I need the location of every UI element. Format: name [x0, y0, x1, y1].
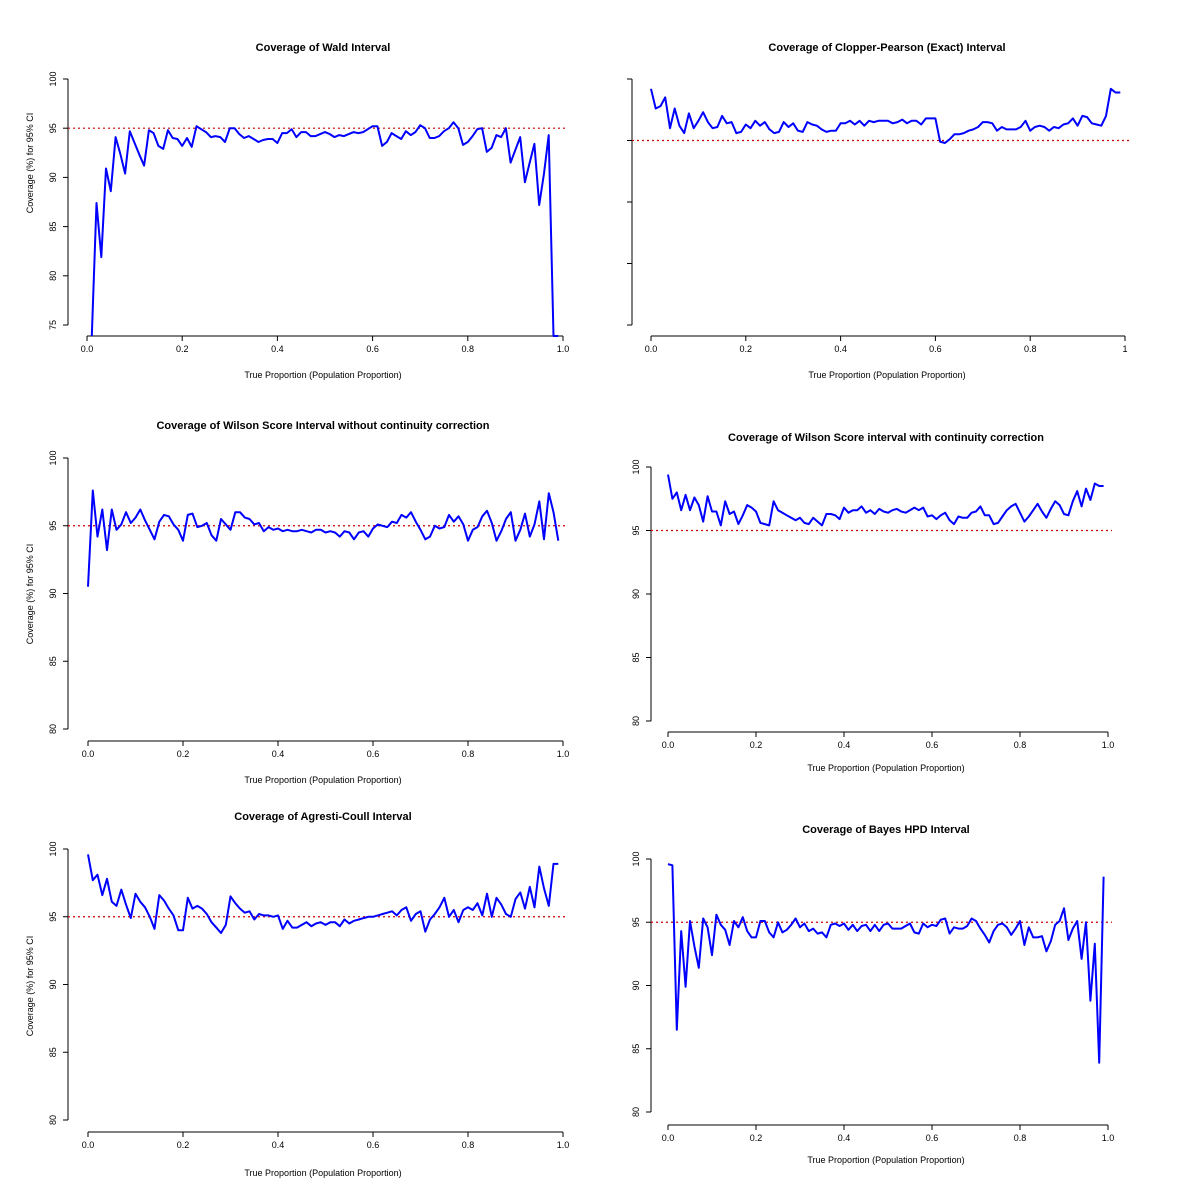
y-tick-label: 100 [48, 71, 58, 86]
x-tick-label: 1.0 [557, 1140, 570, 1150]
x-tick-label: 0.2 [750, 1133, 763, 1143]
chart-title: Coverage of Clopper-Pearson (Exact) Inte… [768, 42, 1005, 54]
chart-title: Coverage of Agresti-Coull Interval [234, 811, 411, 823]
y-tick-label: 100 [631, 851, 641, 866]
x-axis-label: True Proportion (Population Proportion) [807, 1155, 964, 1165]
clopper-pearson-interval-chart: Coverage of Clopper-Pearson (Exact) Inte… [627, 42, 1129, 380]
chart-title: Coverage of Bayes HPD Interval [802, 824, 970, 836]
x-tick-label: 1 [1122, 344, 1127, 354]
x-tick-label: 0.0 [645, 344, 658, 354]
x-tick-label: 0.2 [177, 1140, 190, 1150]
x-tick-label: 0.4 [838, 740, 851, 750]
x-tick-label: 0.4 [838, 1133, 851, 1143]
x-axis-label: True Proportion (Population Proportion) [808, 370, 965, 380]
x-tick-label: 0.0 [662, 1133, 675, 1143]
y-tick-label: 90 [631, 980, 641, 990]
x-tick-label: 0.6 [366, 344, 379, 354]
chart-title: Coverage of Wilson Score Interval withou… [156, 420, 489, 432]
x-tick-label: 0.8 [462, 749, 475, 759]
agresti-coull-interval-chart: Coverage of Agresti-Coull Interval True … [25, 811, 569, 1178]
x-tick-label: 0.4 [272, 749, 285, 759]
wilson-score-without-cc-chart: Coverage of Wilson Score Interval withou… [25, 420, 569, 785]
x-tick-label: 0.8 [1024, 344, 1037, 354]
y-tick-label: 100 [631, 459, 641, 474]
coverage-series-line [90, 121, 559, 337]
y-tick-label: 95 [48, 123, 58, 133]
y-axis-label: Coverage (%) for 95% CI [25, 544, 35, 645]
x-tick-label: 1.0 [1102, 740, 1115, 750]
y-tick-label: 80 [48, 271, 58, 281]
y-tick-label: 85 [631, 652, 641, 662]
y-tick-label: 90 [48, 588, 58, 598]
chart-title: Coverage of Wald Interval [256, 42, 391, 54]
x-axis-label: True Proportion (Population Proportion) [807, 763, 964, 773]
coverage-series-line [667, 474, 1104, 527]
y-tick-label: 95 [631, 917, 641, 927]
x-axis-label: True Proportion (Population Proportion) [244, 1168, 401, 1178]
x-axis-label: True Proportion (Population Proportion) [244, 775, 401, 785]
y-axis-label: Coverage (%) for 95% CI [25, 936, 35, 1037]
y-tick-label: 80 [48, 724, 58, 734]
x-tick-label: 0.4 [272, 1140, 285, 1150]
x-tick-label: 0.6 [926, 1133, 939, 1143]
y-tick-label: 75 [48, 320, 58, 330]
x-tick-label: 0.6 [367, 1140, 380, 1150]
x-tick-label: 0.0 [82, 1140, 95, 1150]
x-tick-label: 0.8 [1014, 1133, 1027, 1143]
x-tick-label: 1.0 [557, 749, 570, 759]
y-tick-label: 80 [631, 1107, 641, 1117]
coverage-series-line [650, 87, 1121, 144]
x-tick-label: 0.8 [462, 1140, 475, 1150]
x-tick-label: 1.0 [1102, 1133, 1115, 1143]
wald-interval-chart: Coverage of Wald Interval True Proportio… [25, 42, 569, 380]
x-tick-label: 0.4 [834, 344, 847, 354]
bayes-hpd-interval-chart: Coverage of Bayes HPD Interval True Prop… [631, 824, 1114, 1165]
x-axis-label: True Proportion (Population Proportion) [244, 370, 401, 380]
x-tick-label: 0.0 [81, 344, 94, 354]
chart-title: Coverage of Wilson Score interval with c… [728, 432, 1044, 444]
x-tick-label: 0.2 [176, 344, 189, 354]
x-tick-label: 0.6 [926, 740, 939, 750]
y-axis-label: Coverage (%) for 95% CI [25, 113, 35, 214]
y-tick-label: 90 [48, 979, 58, 989]
x-tick-label: 0.0 [662, 740, 675, 750]
x-tick-label: 0.4 [271, 344, 284, 354]
y-tick-label: 90 [48, 172, 58, 182]
x-tick-label: 1.0 [557, 344, 570, 354]
y-tick-label: 85 [631, 1044, 641, 1054]
coverage-series-line [667, 863, 1105, 1064]
x-tick-label: 0.6 [929, 344, 942, 354]
x-tick-label: 0.6 [367, 749, 380, 759]
y-tick-label: 100 [48, 841, 58, 856]
y-tick-label: 85 [48, 222, 58, 232]
y-tick-label: 95 [48, 521, 58, 531]
coverage-series-line [87, 854, 559, 934]
y-tick-label: 90 [631, 589, 641, 599]
wilson-score-with-cc-chart: Coverage of Wilson Score interval with c… [631, 432, 1114, 773]
y-tick-label: 80 [48, 1115, 58, 1125]
x-tick-label: 0.2 [177, 749, 190, 759]
y-tick-label: 80 [631, 716, 641, 726]
y-tick-label: 85 [48, 656, 58, 666]
y-tick-label: 95 [48, 912, 58, 922]
x-tick-label: 0.8 [1014, 740, 1027, 750]
x-tick-label: 0.2 [740, 344, 753, 354]
coverage-series-line [87, 489, 560, 587]
x-tick-label: 0.0 [82, 749, 95, 759]
x-tick-label: 0.2 [750, 740, 763, 750]
y-tick-label: 85 [48, 1047, 58, 1057]
x-tick-label: 0.8 [462, 344, 475, 354]
y-tick-label: 100 [48, 450, 58, 465]
y-tick-label: 95 [631, 525, 641, 535]
